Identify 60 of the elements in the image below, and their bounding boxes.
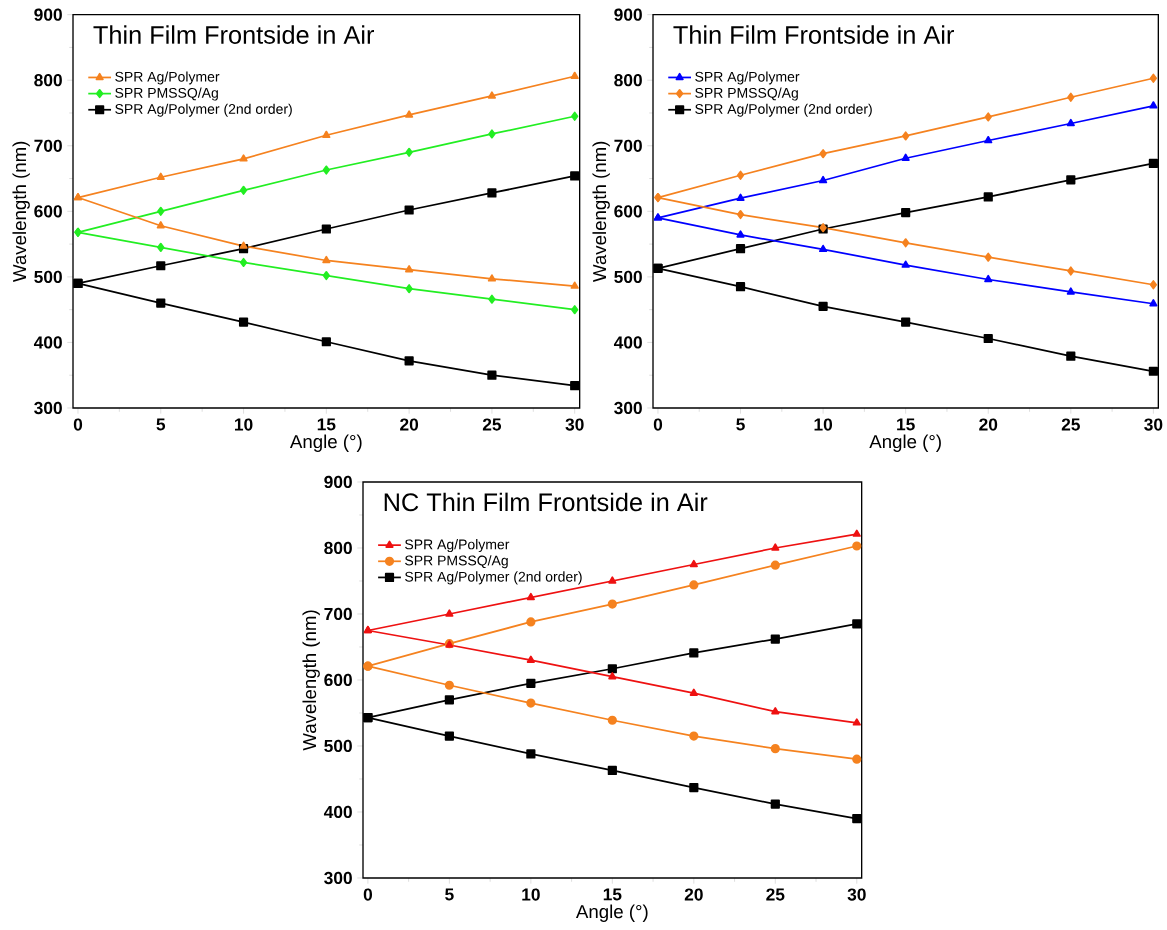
y-tick-label: 500: [614, 270, 642, 284]
x-tick-label: 15: [897, 418, 915, 431]
y-tick-label: 600: [324, 673, 352, 687]
chart-title: NC Thin Film Frontside in Air: [384, 492, 708, 512]
x-tick-label: 30: [847, 888, 866, 901]
x-tick-label: 20: [684, 888, 703, 901]
x-tick-label: 15: [317, 418, 336, 431]
legend-label: SPR Ag/Polymer (2nd order): [115, 103, 292, 117]
y-tick-label: 900: [34, 8, 62, 21]
x-tick-label: 20: [400, 418, 419, 431]
y-tick-label: 900: [614, 8, 642, 21]
x-axis-title: Angle (°): [575, 904, 648, 922]
x-tick-label: 30: [565, 418, 584, 431]
legend-label: SPR Ag/Polymer: [115, 71, 220, 85]
x-tick-label: 0: [73, 418, 83, 431]
y-axis-title: Wavelength (nm): [302, 610, 320, 751]
y-tick-label: 400: [33, 336, 62, 349]
x-tick-label: 15: [603, 888, 622, 901]
legend-label: SPR Ag/Polymer: [405, 539, 510, 553]
legend-label: SPR PMSSQ/Ag: [115, 87, 218, 101]
y-tick-label: 800: [614, 74, 642, 87]
y-axis-title: Wavelength (nm): [592, 141, 610, 282]
y-axis-title: Wavelength (nm): [12, 141, 30, 282]
y-tick-label: 700: [614, 139, 642, 152]
y-tick-label: 800: [34, 74, 62, 87]
x-tick-label: 25: [766, 888, 785, 901]
x-tick-label: 20: [979, 418, 998, 431]
y-tick-label: 800: [324, 541, 352, 555]
legend-label: SPR Ag/Polymer (2nd order): [405, 571, 582, 585]
x-tick-label: 25: [1061, 418, 1080, 431]
legend-label: SPR Ag/Polymer (2nd order): [695, 103, 872, 117]
y-tick-label: 300: [324, 871, 352, 885]
legend-label: SPR PMSSQ/Ag: [405, 555, 508, 569]
chart-title: Thin Film Frontside in Air: [93, 25, 374, 44]
x-tick-label: 10: [522, 888, 540, 901]
x-tick-label: 5: [445, 888, 454, 901]
y-tick-label: 500: [34, 270, 62, 284]
chart-title: Thin Film Frontside in Air: [673, 25, 954, 44]
y-tick-label: 600: [614, 205, 642, 218]
x-axis-title: Angle (°): [869, 434, 941, 452]
x-tick-label: 0: [363, 888, 372, 901]
x-tick-label: 30: [1144, 418, 1163, 431]
legend-label: SPR Ag/Polymer: [695, 71, 800, 85]
y-tick-label: 600: [34, 205, 62, 218]
y-tick-label: 300: [34, 401, 62, 415]
x-tick-label: 10: [235, 418, 253, 431]
x-tick-label: 0: [653, 418, 663, 431]
y-tick-label: 400: [323, 805, 352, 819]
y-tick-label: 900: [324, 475, 352, 489]
legend-label: SPR PMSSQ/Ag: [695, 87, 798, 101]
y-tick-label: 500: [324, 739, 352, 753]
x-tick-label: 5: [736, 418, 745, 431]
x-tick-label: 25: [482, 418, 502, 431]
x-tick-label: 10: [814, 418, 833, 431]
y-tick-label: 300: [614, 401, 642, 415]
y-tick-label: 400: [613, 336, 642, 349]
x-axis-title: Angle (°): [289, 434, 362, 452]
y-tick-label: 700: [34, 139, 62, 152]
y-tick-label: 700: [324, 607, 352, 621]
x-tick-label: 5: [156, 418, 166, 431]
